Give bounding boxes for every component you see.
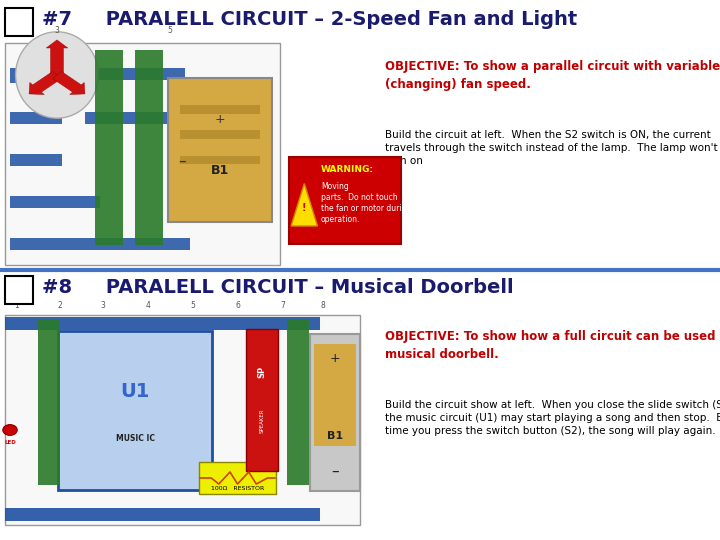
Text: 4: 4: [145, 301, 150, 310]
Ellipse shape: [16, 32, 99, 118]
Text: +: +: [330, 352, 341, 365]
Text: 1: 1: [14, 301, 19, 310]
FancyBboxPatch shape: [135, 50, 163, 245]
FancyBboxPatch shape: [10, 68, 62, 83]
Text: 3: 3: [55, 26, 60, 35]
FancyBboxPatch shape: [58, 332, 212, 490]
Text: WARNING:: WARNING:: [321, 165, 374, 174]
FancyBboxPatch shape: [10, 238, 190, 250]
FancyBboxPatch shape: [10, 112, 62, 124]
Text: OBJECTIVE: To show a parallel circuit with variable
(changing) fan speed.: OBJECTIVE: To show a parallel circuit wi…: [385, 60, 720, 91]
FancyBboxPatch shape: [310, 334, 361, 491]
Text: !: !: [302, 203, 307, 213]
Text: B1: B1: [327, 431, 343, 441]
Text: 5: 5: [168, 26, 172, 35]
Text: Build the circuit at left.  When the S2 switch is ON, the current
travels throug: Build the circuit at left. When the S2 s…: [385, 130, 718, 166]
FancyBboxPatch shape: [287, 320, 309, 485]
Text: +: +: [215, 113, 225, 126]
FancyBboxPatch shape: [5, 317, 320, 330]
FancyBboxPatch shape: [314, 345, 356, 445]
Text: Build the circuit show at left.  When you close the slide switch (S1),
the music: Build the circuit show at left. When you…: [385, 400, 720, 436]
Text: #7     PARALELL CIRCUIT – 2-Speed Fan and Light: #7 PARALELL CIRCUIT – 2-Speed Fan and Li…: [42, 10, 577, 29]
FancyArrow shape: [29, 71, 61, 94]
FancyBboxPatch shape: [180, 105, 260, 113]
FancyBboxPatch shape: [199, 462, 276, 494]
FancyBboxPatch shape: [38, 320, 60, 485]
Text: 2: 2: [58, 301, 63, 310]
FancyBboxPatch shape: [246, 329, 279, 471]
FancyBboxPatch shape: [180, 156, 260, 164]
Text: SPEAKER: SPEAKER: [259, 409, 264, 433]
FancyArrow shape: [53, 71, 85, 94]
FancyBboxPatch shape: [5, 43, 280, 265]
Text: 8: 8: [320, 301, 325, 310]
FancyBboxPatch shape: [85, 68, 185, 80]
Text: 100Ω   RESISTOR: 100Ω RESISTOR: [211, 486, 264, 491]
FancyArrow shape: [46, 40, 68, 75]
Text: B1: B1: [211, 165, 229, 178]
FancyBboxPatch shape: [168, 78, 272, 221]
Text: SP: SP: [258, 366, 266, 378]
Text: U1: U1: [120, 382, 150, 401]
FancyBboxPatch shape: [10, 154, 62, 166]
Text: OBJECTIVE: To show how a full circuit can be used as a
musical doorbell.: OBJECTIVE: To show how a full circuit ca…: [385, 330, 720, 361]
Text: MUSIC IC: MUSIC IC: [115, 434, 155, 443]
FancyBboxPatch shape: [85, 112, 185, 124]
Circle shape: [3, 424, 17, 435]
Text: Moving
parts.  Do not touch
the fan or motor during
operation.: Moving parts. Do not touch the fan or mo…: [321, 182, 411, 224]
FancyBboxPatch shape: [5, 315, 360, 525]
FancyBboxPatch shape: [289, 157, 402, 244]
Text: 7: 7: [281, 301, 285, 310]
Text: LED: LED: [4, 440, 16, 445]
FancyBboxPatch shape: [10, 196, 100, 208]
Text: 5: 5: [191, 301, 195, 310]
Text: #8     PARALELL CIRCUIT – Musical Doorbell: #8 PARALELL CIRCUIT – Musical Doorbell: [42, 278, 513, 297]
FancyBboxPatch shape: [5, 508, 320, 521]
FancyBboxPatch shape: [95, 50, 123, 245]
FancyBboxPatch shape: [5, 276, 33, 304]
FancyBboxPatch shape: [5, 8, 33, 36]
Polygon shape: [291, 184, 318, 226]
Text: –: –: [331, 464, 339, 479]
Text: –: –: [178, 154, 186, 168]
Text: 6: 6: [235, 301, 240, 310]
FancyBboxPatch shape: [180, 130, 260, 139]
Text: 3: 3: [101, 301, 105, 310]
